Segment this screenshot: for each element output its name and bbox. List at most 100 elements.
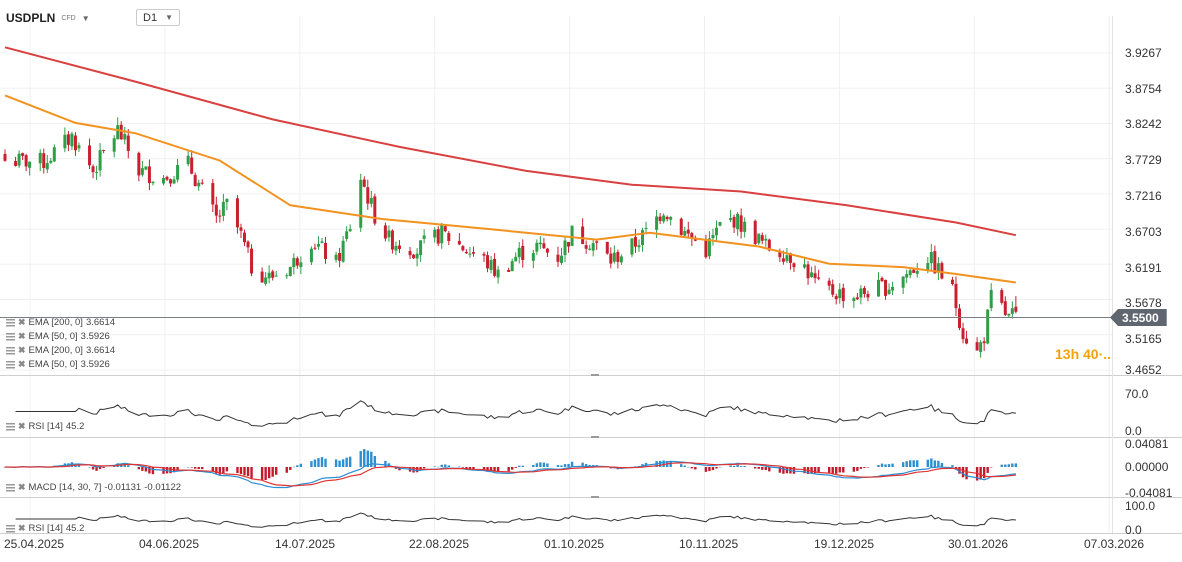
candle-body (584, 245, 588, 249)
macd-histogram-bar (197, 467, 200, 470)
close-icon[interactable]: ✖ (18, 345, 26, 355)
settings-icon[interactable] (6, 332, 15, 341)
macd-histogram-bar (461, 467, 465, 468)
macd-histogram-bar (908, 460, 912, 467)
indicator-legend-ema200[interactable]: ✖ EMA [200, 0] 3.6614 (6, 316, 115, 329)
chevron-down-icon[interactable]: ▼ (81, 13, 90, 23)
candle-body (324, 242, 328, 259)
indicator-legend-ema50-2[interactable]: ✖ EMA [50, 0] 3.5926 (6, 358, 110, 371)
date-tick: 04.06.2025 (139, 537, 200, 551)
close-icon[interactable]: ✖ (18, 523, 26, 533)
macd-histogram-bar (542, 462, 546, 467)
macd-signal-line (4, 462, 1016, 487)
macd-histogram-bar (493, 467, 496, 472)
close-icon[interactable]: ✖ (18, 331, 26, 341)
close-icon[interactable]: ✖ (18, 482, 26, 492)
candle-body (908, 270, 912, 276)
close-icon[interactable]: ✖ (18, 317, 26, 327)
macd-histogram-bar (757, 467, 760, 469)
candle-body (736, 213, 740, 230)
indicator-legend-ema50[interactable]: ✖ EMA [50, 0] 3.5926 (6, 330, 110, 343)
candle-body (958, 308, 962, 329)
macd-histogram-bar (324, 458, 327, 467)
macd-histogram-bar (990, 467, 993, 468)
candle-body (116, 125, 120, 140)
settings-icon[interactable] (6, 422, 15, 431)
candle-body (658, 216, 662, 221)
candle-body (806, 264, 810, 279)
candle-body (366, 187, 370, 204)
candle-body (70, 133, 74, 147)
date-tick: 19.12.2025 (814, 537, 875, 551)
date-tick: 14.07.2025 (275, 537, 336, 551)
close-icon[interactable]: ✖ (18, 359, 26, 369)
macd-axis-tick: -0.04081 (1125, 486, 1173, 500)
macd-histogram-bar (296, 465, 299, 467)
macd-histogram-bar (510, 467, 514, 470)
macd-histogram-bar (465, 467, 468, 469)
candle-body (334, 254, 338, 260)
macd-histogram-bar (359, 451, 362, 467)
settings-icon[interactable] (6, 483, 15, 492)
candle-body (433, 229, 437, 238)
macd-histogram-bar (345, 457, 348, 467)
settings-icon[interactable] (6, 524, 15, 533)
rsi-legend[interactable]: ✖ RSI [14] 45.2 (6, 420, 84, 433)
candle-body (440, 224, 444, 244)
candle-body (274, 275, 278, 277)
candle-body (197, 182, 201, 187)
macd-histogram-bar (694, 467, 697, 470)
candle-body (165, 176, 169, 180)
candle-body (545, 248, 549, 253)
timeframe-select[interactable]: D1 ▼ (136, 9, 180, 26)
candle-body (457, 240, 461, 245)
macd-histogram-bar (979, 467, 982, 480)
candle-body (936, 263, 940, 273)
macd-histogram-bar (285, 467, 288, 473)
macd-histogram-bar (437, 466, 440, 468)
ema-lines (4, 46, 1017, 284)
candle-body (570, 225, 574, 246)
candle-body (77, 145, 81, 149)
candle-body (901, 276, 905, 288)
macd-histogram-bar (190, 467, 193, 468)
settings-icon[interactable] (6, 346, 15, 355)
macd-legend[interactable]: ✖ MACD [14, 30, 7] -0.01131 -0.01122 (6, 481, 181, 494)
macd-histogram-bar (243, 467, 246, 476)
price-tick: 3.8754 (1125, 82, 1162, 96)
candle-body (250, 248, 254, 274)
macd-histogram-bar (458, 466, 461, 467)
candle-body (88, 145, 92, 166)
macd-histogram-bar (729, 465, 732, 467)
candle-body (221, 201, 225, 216)
macd-histogram-bar (683, 465, 686, 467)
candle-body (891, 286, 895, 291)
macd-histogram-bar (866, 467, 870, 468)
macd-histogram-bar (193, 467, 197, 469)
rsi2-legend[interactable]: ✖ RSI [14] 45.2 (6, 522, 84, 535)
price-tick: 3.7729 (1125, 153, 1162, 167)
close-icon[interactable]: ✖ (18, 421, 26, 431)
macd-histogram-bar (842, 467, 845, 473)
candle-body (112, 138, 116, 152)
macd-histogram-bar (961, 467, 965, 478)
candle-body (514, 256, 518, 262)
macd-histogram-bar (77, 464, 81, 467)
chart-grid (0, 16, 1182, 534)
indicator-legend-ema200-2[interactable]: ✖ EMA [200, 0] 3.6614 (6, 344, 115, 357)
macd-histogram-bar (518, 465, 521, 467)
candle-body (295, 258, 299, 266)
macd-histogram-bar (127, 465, 130, 467)
candle-body (235, 198, 239, 228)
macd-histogram-bar (489, 467, 493, 471)
symbol-header[interactable]: USDPLN CFD ▼ (6, 8, 90, 28)
settings-icon[interactable] (6, 318, 15, 327)
candle-body (637, 245, 641, 248)
macd-histogram-bar (813, 467, 817, 474)
settings-icon[interactable] (6, 360, 15, 369)
macd-histogram-bar (711, 467, 715, 471)
candle-body (912, 269, 916, 273)
macd-histogram-bar (521, 465, 524, 467)
candle-body (422, 235, 426, 239)
